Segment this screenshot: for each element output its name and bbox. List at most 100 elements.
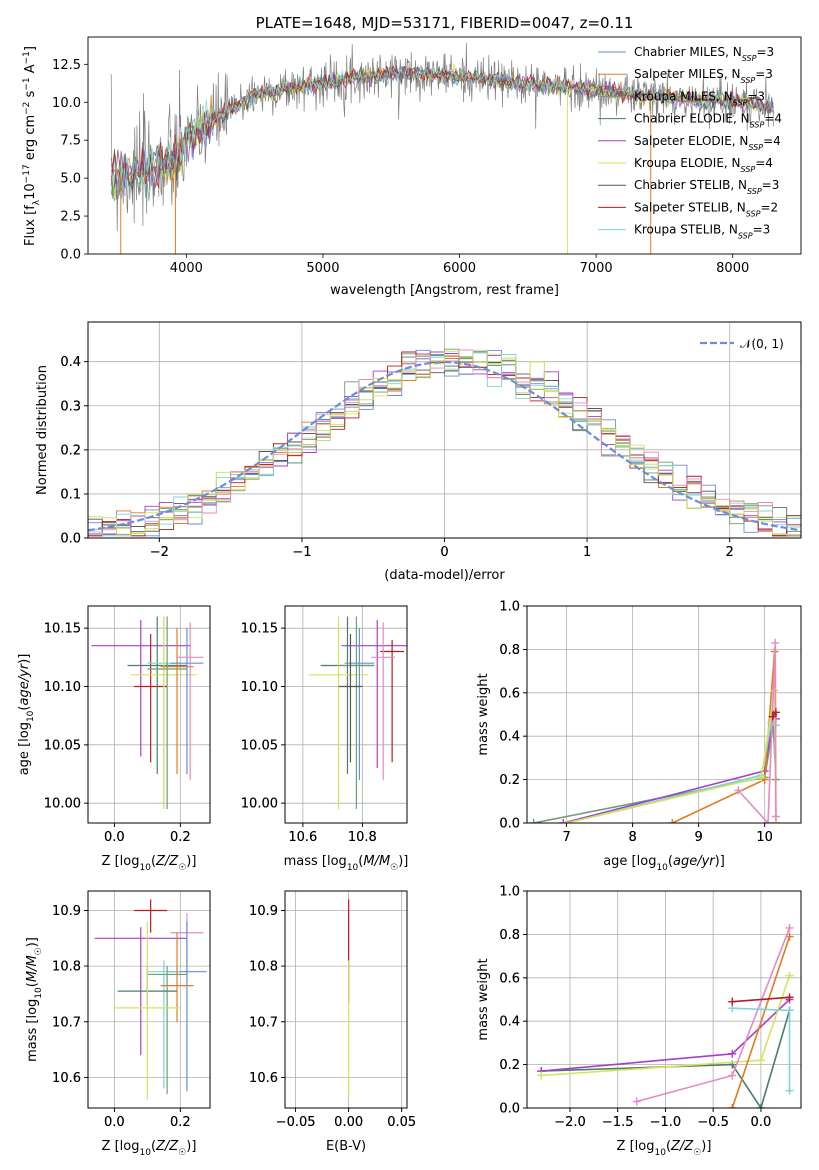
y-tick-label: 0.2 [499, 1058, 520, 1073]
axes-frame [526, 605, 802, 824]
y-tick-label: 2.5 [60, 210, 81, 225]
x-tick-label: 8 [628, 830, 636, 845]
y-tick-label: 0.8 [499, 928, 520, 943]
y-tick-label: 0.8 [499, 643, 520, 658]
weight-marker [529, 819, 538, 823]
plot-area [110, 42, 774, 254]
y-tick-label: 10.7 [52, 1015, 81, 1030]
weight-series [563, 712, 777, 823]
errorbar-point [308, 616, 369, 809]
x-tick-label: 0 [440, 545, 448, 560]
x-tick-label: −2.0 [554, 1115, 586, 1130]
weight-marker [562, 819, 571, 823]
y-tick-label: 10.00 [44, 797, 81, 812]
weight-series [731, 936, 791, 1108]
errorbar-point [134, 899, 168, 933]
panel-spectrum: 4000 5000 6000 7000 8000 0.0 2.5 5.0 7.5 10.0 12.5… [22, 14, 802, 298]
plot-area [285, 606, 407, 823]
y-tick-label: 0.0 [60, 532, 81, 547]
x-tick-label: 2 [726, 545, 734, 560]
model-line [110, 65, 774, 193]
legend-label: Salpeter STELIB, NSSP=2 [634, 200, 778, 218]
y-axis-label: mass [log10(M/M☉)] [25, 937, 44, 1062]
y-tick-label: 1.0 [499, 600, 520, 615]
y-tick-label: 0.4 [499, 730, 520, 745]
weight-series [541, 1010, 791, 1108]
x-tick-label: 0.0 [751, 1115, 772, 1130]
chart-title: PLATE=1648, MJD=53171, FIBERID=0047, z=0… [256, 14, 634, 32]
plot-area [527, 606, 801, 823]
weight-marker [668, 819, 677, 823]
y-tick-label: 10.7 [249, 1015, 278, 1030]
weight-series [566, 690, 777, 823]
weight-marker [756, 1104, 765, 1108]
x-tick-label: 10.6 [288, 830, 317, 845]
y-tick-label: 0.0 [499, 817, 520, 832]
y-tick-label: 10.6 [52, 1071, 81, 1086]
plot-area [88, 322, 801, 538]
x-tick-label: 4000 [170, 261, 203, 276]
weight-marker [785, 1006, 794, 1015]
y-tick-label: 0.4 [60, 355, 81, 370]
x-axis-label: (data-model)/error [384, 568, 505, 583]
histogram-series [88, 349, 801, 537]
y-tick-label: 10.10 [44, 680, 81, 695]
weight-marker [771, 812, 780, 821]
y-tick-label: 10.15 [44, 622, 81, 637]
y-tick-label: 12.5 [52, 58, 81, 73]
x-tick-label: 0.2 [170, 1115, 191, 1130]
y-tick-label: 10.10 [241, 680, 278, 695]
y-tick-label: 10.8 [249, 960, 278, 975]
x-tick-label: −2 [150, 545, 169, 560]
y-tick-label: 10.10 [241, 680, 278, 695]
x-tick-label: 7 [562, 830, 570, 845]
y-tick-label: 10.8 [249, 960, 278, 975]
weight-marker [728, 1071, 737, 1080]
y-tick-label: 10.9 [249, 904, 278, 919]
axes-frame [87, 36, 802, 255]
x-tick-label: 9 [695, 830, 703, 845]
y-tick-label: 0.1 [60, 487, 81, 502]
x-tick-label: 0.0 [104, 830, 125, 845]
y-tick-label: 5.0 [60, 172, 81, 187]
errorbar-point [127, 616, 187, 774]
y-tick-label: 0.6 [499, 971, 520, 986]
model-line [110, 65, 774, 191]
y-tick-label: 10.6 [52, 1071, 81, 1086]
axes-frame [87, 321, 802, 539]
weight-series [566, 722, 777, 823]
x-tick-label: 0.05 [387, 1115, 416, 1130]
errorbar-point [130, 616, 197, 809]
x-tick-label: 1 [583, 545, 591, 560]
x-axis-label: mass [log10(M/M☉)] [284, 854, 409, 873]
y-tick-label: 0.0 [60, 532, 81, 547]
normal-curve [88, 360, 799, 532]
x-tick-label: −1 [292, 545, 311, 560]
errorbar-point [338, 616, 375, 809]
y-tick-label: 10.05 [44, 738, 81, 753]
histogram-series [88, 349, 801, 537]
weight-marker [756, 1056, 765, 1065]
errorbar-point [341, 620, 407, 769]
panel-residuals: −2 −1 0 1 20.00.10.20.30.4−2 −1 0 1 20.00.10.20.… [35, 321, 802, 583]
y-tick-label: 0.0 [499, 1102, 520, 1117]
axes-frame [284, 890, 408, 1109]
y-tick-label: 0.4 [499, 1015, 520, 1030]
y-tick-label: 0.2 [499, 773, 520, 788]
y-tick-label: 10.9 [249, 904, 278, 919]
y-tick-label: 10.00 [44, 797, 81, 812]
y-tick-label: 0.0 [60, 248, 81, 263]
x-tick-label: 0.05 [387, 1115, 416, 1130]
x-tick-label: 0.00 [334, 1115, 363, 1130]
weight-marker [632, 1097, 641, 1106]
x-tick-label: 10.6 [288, 830, 317, 845]
legend-label: Kroupa MILES, NSSP=3 [634, 89, 765, 107]
x-tick-label: 7 [562, 830, 570, 845]
y-axis-label: Normed distribution [35, 365, 50, 495]
weight-marker [763, 819, 772, 823]
y-tick-label: 0.3 [60, 399, 81, 414]
y-tick-label: 0.2 [499, 773, 520, 788]
y-tick-label: 10.9 [52, 904, 81, 919]
y-tick-label: 0.0 [499, 1102, 520, 1117]
x-tick-label: −1.0 [650, 1115, 682, 1130]
